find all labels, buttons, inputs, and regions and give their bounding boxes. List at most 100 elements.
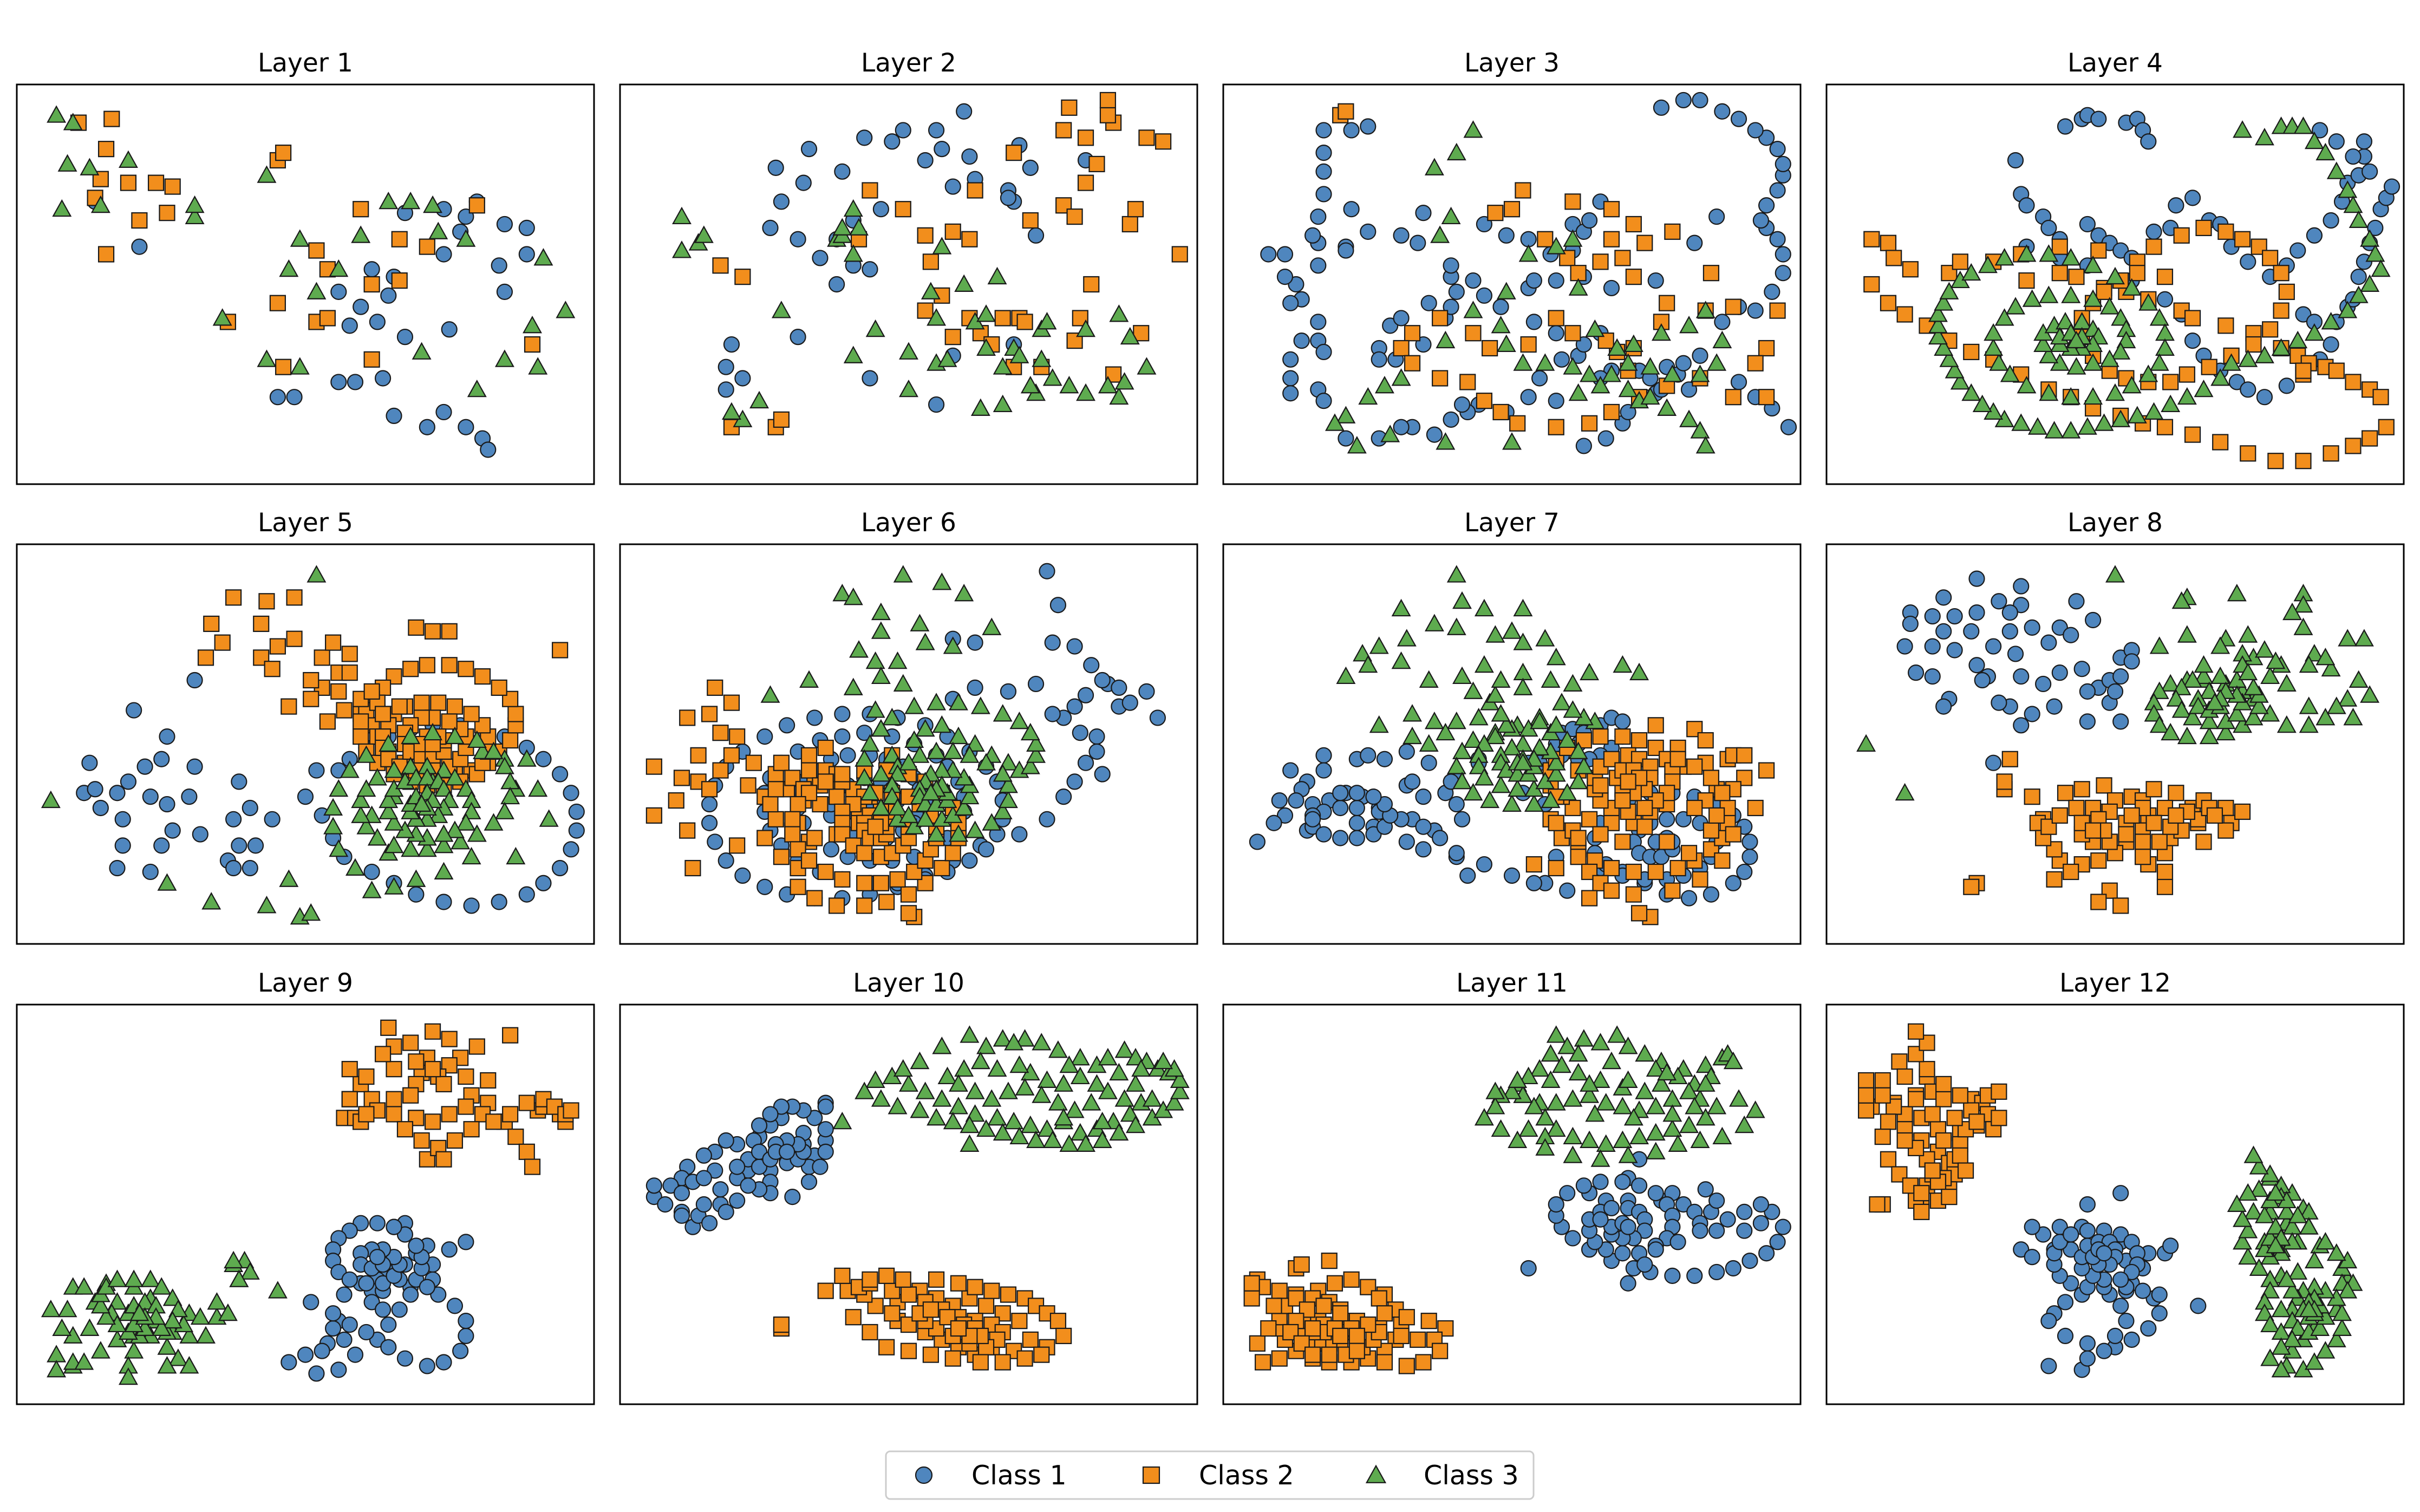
point-class-1 <box>1293 332 1310 349</box>
point-class-1 <box>2063 1226 2079 1243</box>
point-class-2 <box>1055 1327 1072 1344</box>
point-class-3 <box>937 1066 957 1085</box>
point-class-3 <box>301 903 321 921</box>
point-class-1 <box>1338 242 1354 259</box>
point-class-3 <box>2288 330 2308 349</box>
point-class-2 <box>1647 717 1664 734</box>
point-class-1 <box>1415 841 1432 858</box>
point-class-1 <box>1282 385 1299 402</box>
point-class-3 <box>434 824 454 842</box>
point-class-3 <box>2149 308 2169 326</box>
point-class-1 <box>944 178 961 195</box>
point-class-1 <box>1725 875 1741 891</box>
point-class-3 <box>1585 1104 1605 1122</box>
point-class-2 <box>463 706 480 722</box>
point-class-1 <box>1708 1263 1725 1281</box>
point-class-3 <box>1646 1123 1666 1141</box>
point-class-2 <box>2063 863 2079 881</box>
point-class-3 <box>1353 644 1373 662</box>
point-class-1 <box>159 796 175 813</box>
point-class-1 <box>324 1305 342 1322</box>
point-class-3 <box>1635 1044 1655 1062</box>
point-class-3 <box>1535 629 1555 647</box>
point-class-2 <box>1022 212 1039 229</box>
point-class-3 <box>57 154 77 172</box>
panel-title: Layer 5 <box>258 508 353 538</box>
point-class-3 <box>1640 387 1660 405</box>
point-class-2 <box>2112 897 2129 914</box>
point-class-2 <box>2085 822 2102 839</box>
point-class-3 <box>1745 1100 1765 1118</box>
point-class-1 <box>1531 370 1548 387</box>
point-class-2 <box>1548 814 1564 831</box>
point-class-3 <box>2288 1318 2308 1336</box>
point-class-3 <box>2177 387 2197 405</box>
point-class-3 <box>1446 617 1466 635</box>
point-class-3 <box>1934 293 1954 311</box>
point-class-3 <box>168 1348 188 1366</box>
point-class-3 <box>2354 629 2374 647</box>
point-class-1 <box>126 702 142 719</box>
point-class-1 <box>109 859 126 877</box>
point-class-1 <box>1077 687 1094 703</box>
point-class-1 <box>2240 381 2256 398</box>
point-class-1 <box>1968 657 1985 674</box>
point-class-2 <box>895 201 911 218</box>
point-class-3 <box>1020 722 1040 741</box>
point-class-1 <box>441 1241 458 1258</box>
point-class-3 <box>41 790 61 809</box>
point-class-2 <box>353 713 369 730</box>
point-class-3 <box>1474 768 1494 786</box>
point-class-3 <box>1114 1089 1134 1107</box>
point-class-1 <box>1276 269 1294 285</box>
point-class-3 <box>1546 648 1566 666</box>
point-class-3 <box>1491 704 1511 722</box>
point-class-1 <box>2063 627 2079 643</box>
point-class-1 <box>518 219 535 236</box>
point-class-3 <box>445 726 465 745</box>
point-class-3 <box>2299 1299 2319 1318</box>
point-class-2 <box>1625 216 1642 233</box>
point-class-3 <box>2326 696 2346 714</box>
point-class-3 <box>2039 244 2059 262</box>
point-class-3 <box>2249 1179 2269 1197</box>
point-class-3 <box>2083 353 2103 371</box>
point-class-2 <box>2168 807 2184 824</box>
point-class-1 <box>242 799 258 817</box>
point-class-1 <box>2278 377 2295 394</box>
point-class-1 <box>2306 227 2323 244</box>
point-class-2 <box>1420 1313 1437 1329</box>
point-class-1 <box>2024 706 2040 722</box>
point-class-2 <box>983 1282 1000 1299</box>
point-class-2 <box>1525 856 1542 873</box>
point-class-3 <box>2266 1183 2286 1201</box>
point-class-3 <box>1662 1119 1682 1137</box>
point-class-3 <box>1065 1100 1085 1118</box>
point-class-3 <box>1546 1119 1566 1137</box>
point-class-3 <box>2299 715 2319 733</box>
point-class-2 <box>1758 762 1775 779</box>
point-class-1 <box>120 773 137 790</box>
point-class-1 <box>324 1320 342 1337</box>
point-class-3 <box>2105 383 2125 401</box>
point-class-1 <box>1647 1185 1664 1202</box>
point-class-2 <box>491 679 507 696</box>
point-class-3 <box>993 1029 1013 1047</box>
point-class-1 <box>435 403 452 421</box>
point-class-3 <box>1380 425 1400 442</box>
point-class-3 <box>1695 436 1715 454</box>
point-class-2 <box>2201 359 2217 375</box>
point-class-3 <box>1004 1111 1024 1130</box>
point-class-3 <box>1580 1074 1600 1092</box>
point-class-2 <box>391 231 408 247</box>
point-class-1 <box>1044 634 1061 651</box>
point-class-2 <box>1260 1320 1277 1337</box>
point-class-3 <box>1120 1104 1140 1122</box>
point-class-2 <box>1016 314 1033 330</box>
point-class-2 <box>867 818 884 835</box>
point-class-1 <box>308 762 325 779</box>
point-class-3 <box>118 1367 138 1385</box>
point-class-1 <box>2323 212 2339 229</box>
point-class-3 <box>2338 1281 2358 1299</box>
point-class-1 <box>353 298 369 315</box>
